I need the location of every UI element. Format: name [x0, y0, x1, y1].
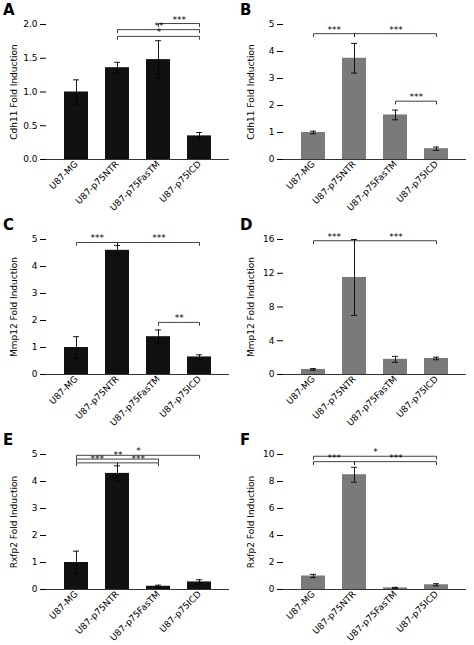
svg-text:2.0: 2.0	[23, 19, 38, 29]
html-text:A: A	[3, 1, 15, 19]
svg-text:***: ***	[389, 232, 403, 242]
svg-text:U87-p75FasTM: U87-p75FasTM	[108, 159, 162, 213]
svg-text:U87-p75ICD: U87-p75ICD	[394, 374, 440, 420]
svg-text:0: 0	[269, 154, 275, 164]
svg-text:U87-p75FasTM: U87-p75FasTM	[345, 374, 399, 428]
svg-text:*: *	[136, 446, 141, 456]
svg-text:2: 2	[269, 557, 275, 567]
html-text:D: D	[240, 216, 253, 234]
svg-text:U87-MG: U87-MG	[47, 589, 80, 622]
svg-text:***: ***	[409, 92, 423, 102]
svg-text:4: 4	[269, 530, 275, 540]
svg-text:U87-p75ICD: U87-p75ICD	[157, 589, 203, 635]
svg-text:U87-p75FasTM: U87-p75FasTM	[108, 374, 162, 428]
svg-text:***: ***	[327, 453, 341, 463]
svg-text:1: 1	[32, 557, 38, 567]
svg-text:0.0: 0.0	[23, 154, 38, 164]
svg-text:U87-MG: U87-MG	[47, 374, 80, 407]
svg-text:5: 5	[32, 449, 38, 459]
svg-text:***: ***	[90, 233, 104, 243]
svg-text:2: 2	[269, 100, 275, 110]
html-text:F: F	[240, 431, 251, 449]
svg-text:U87-p75FasTM: U87-p75FasTM	[108, 589, 162, 643]
svg-text:Mmp12 Fold Induction: Mmp12 Fold Induction	[246, 257, 256, 357]
svg-text:***: ***	[327, 25, 341, 35]
svg-text:U87-p75NTR: U87-p75NTR	[73, 373, 121, 422]
svg-text:U87-p75ICD: U87-p75ICD	[394, 159, 440, 205]
svg-text:Rxfp2 Fold Induction: Rxfp2 Fold Induction	[9, 476, 19, 568]
svg-text:4: 4	[32, 261, 38, 271]
svg-text:U87-MG: U87-MG	[284, 159, 317, 192]
svg-text:0.5: 0.5	[23, 121, 37, 131]
svg-text:**: **	[113, 450, 123, 460]
html-text:C: C	[3, 216, 14, 234]
svg-text:***: ***	[172, 15, 186, 25]
svg-text:12: 12	[263, 268, 274, 278]
svg-text:2: 2	[32, 530, 38, 540]
svg-text:Cdh11 Fold Induction: Cdh11 Fold Induction	[9, 44, 19, 139]
svg-text:Cdh11 Fold Induction: Cdh11 Fold Induction	[246, 44, 256, 139]
svg-text:U87-MG: U87-MG	[284, 589, 317, 622]
html-text:B: B	[240, 1, 252, 19]
html-text:E: E	[3, 431, 14, 449]
svg-text:3: 3	[269, 73, 275, 83]
svg-text:U87-p75ICD: U87-p75ICD	[157, 374, 203, 420]
svg-text:**: **	[175, 313, 185, 323]
svg-text:4: 4	[269, 46, 275, 56]
svg-text:*: *	[373, 447, 378, 457]
svg-text:U87-p75NTR: U87-p75NTR	[310, 158, 358, 207]
svg-text:5: 5	[32, 234, 38, 244]
svg-text:***: ***	[389, 25, 403, 35]
svg-text:U87-MG: U87-MG	[284, 374, 317, 407]
svg-text:U87-p75NTR: U87-p75NTR	[310, 588, 358, 637]
svg-text:1: 1	[269, 127, 275, 137]
svg-text:1.5: 1.5	[23, 53, 37, 63]
svg-text:1.0: 1.0	[23, 87, 38, 97]
svg-text:U87-p75NTR: U87-p75NTR	[73, 588, 121, 637]
svg-text:**: **	[154, 21, 164, 31]
svg-text:3: 3	[32, 288, 38, 298]
svg-text:U87-p75ICD: U87-p75ICD	[394, 589, 440, 635]
svg-text:***: ***	[90, 454, 104, 464]
svg-text:U87-p75ICD: U87-p75ICD	[157, 159, 203, 205]
svg-text:6: 6	[269, 503, 275, 513]
svg-text:8: 8	[269, 302, 275, 312]
svg-text:4: 4	[32, 476, 38, 486]
svg-text:2: 2	[32, 315, 38, 325]
svg-text:16: 16	[263, 234, 275, 244]
svg-text:10: 10	[263, 449, 275, 459]
svg-text:0: 0	[32, 584, 38, 594]
svg-text:4: 4	[269, 336, 275, 346]
svg-text:0: 0	[32, 369, 38, 379]
svg-text:***: ***	[152, 233, 166, 243]
svg-text:U87-MG: U87-MG	[47, 159, 80, 192]
svg-text:1: 1	[32, 342, 38, 352]
svg-text:U87-p75NTR: U87-p75NTR	[310, 373, 358, 422]
svg-text:8: 8	[269, 476, 275, 486]
svg-text:3: 3	[32, 503, 38, 513]
svg-text:***: ***	[389, 453, 403, 463]
svg-text:U87-p75FasTM: U87-p75FasTM	[345, 159, 399, 213]
svg-text:5: 5	[269, 19, 275, 29]
svg-text:Rxfp2 Fold Induction: Rxfp2 Fold Induction	[246, 476, 256, 568]
svg-text:***: ***	[327, 232, 341, 242]
svg-text:U87-p75FasTM: U87-p75FasTM	[345, 589, 399, 643]
svg-text:Mmp12 Fold Induction: Mmp12 Fold Induction	[9, 257, 19, 357]
svg-text:0: 0	[269, 584, 275, 594]
svg-text:U87-p75NTR: U87-p75NTR	[73, 158, 121, 207]
svg-text:0: 0	[269, 369, 275, 379]
